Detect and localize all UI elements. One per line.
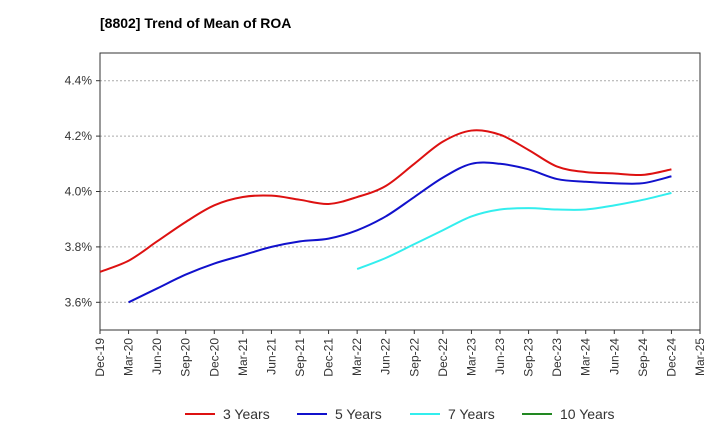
- x-tick-label: Dec-19: [93, 338, 107, 377]
- y-tick-label: 4.0%: [65, 185, 93, 199]
- y-tick-label: 4.2%: [65, 129, 93, 143]
- legend-label: 3 Years: [223, 406, 270, 422]
- x-tick-label: Sep-21: [293, 338, 307, 377]
- grid: [100, 80, 700, 303]
- x-tick-label: Dec-21: [322, 338, 336, 377]
- x-tick-label: Mar-24: [579, 338, 593, 376]
- x-tick-label: Sep-23: [522, 338, 536, 377]
- x-tick-label: Jun-20: [150, 338, 164, 375]
- chart-title: [8802] Trend of Mean of ROA: [100, 15, 291, 31]
- x-tick-label: Mar-23: [464, 338, 478, 376]
- y-tick-label: 3.8%: [65, 240, 93, 254]
- x-tick-label: Jun-24: [607, 338, 621, 375]
- y-tick-label: 4.4%: [65, 74, 93, 88]
- series-line-3-years: [99, 129, 672, 273]
- y-axis: 3.6% 3.8% 4.0% 4.2% 4.4%: [65, 74, 100, 309]
- series-line-7-years: [356, 191, 672, 270]
- x-tick-label: Dec-22: [436, 338, 450, 377]
- y-tick-label: 3.6%: [65, 295, 93, 309]
- x-tick-label: Jun-21: [264, 338, 278, 375]
- x-tick-label: Dec-20: [207, 338, 221, 377]
- legend-label: 7 Years: [448, 406, 495, 422]
- legend-label: 10 Years: [560, 406, 615, 422]
- series-lines: [99, 129, 672, 304]
- legend-label: 5 Years: [335, 406, 382, 422]
- x-tick-label: Mar-20: [122, 338, 136, 376]
- x-axis: Dec-19 Mar-20 Jun-20 Sep-20 Dec-20 Mar-21 Jun-…: [93, 330, 707, 377]
- x-tick-label: Dec-24: [664, 338, 678, 377]
- x-tick-label: Sep-22: [407, 338, 421, 377]
- x-tick-label: Jun-22: [379, 338, 393, 375]
- legend: 3 Years 5 Years 7 Years 10 Years: [185, 406, 615, 422]
- x-tick-label: Mar-22: [350, 338, 364, 376]
- x-tick-label: Sep-20: [179, 338, 193, 377]
- x-tick-label: Mar-25: [693, 338, 707, 376]
- x-tick-label: Dec-23: [550, 338, 564, 377]
- series-line-5-years: [128, 161, 672, 304]
- x-tick-label: Jun-23: [493, 338, 507, 375]
- x-tick-label: Mar-21: [236, 338, 250, 376]
- x-tick-label: Sep-24: [636, 338, 650, 377]
